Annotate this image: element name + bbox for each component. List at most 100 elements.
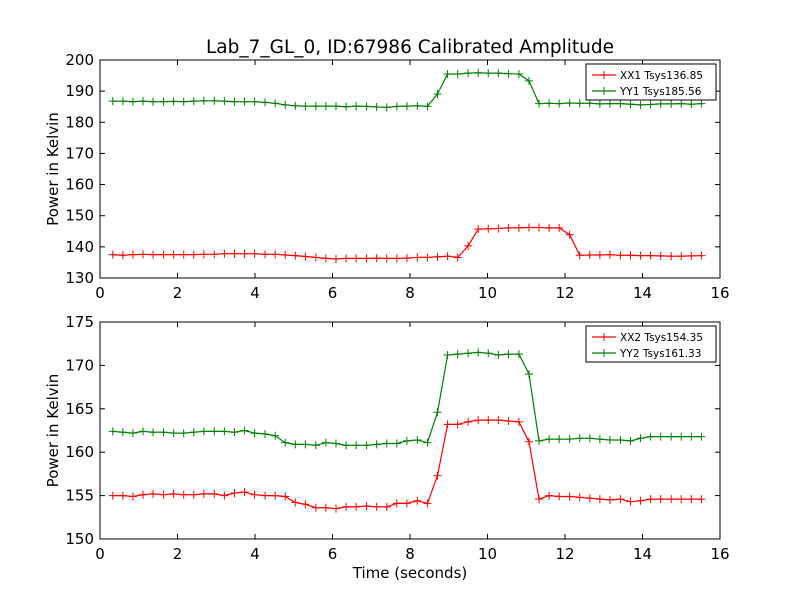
data-point [199,250,208,259]
data-point [656,495,665,504]
data-point [311,253,320,262]
x-tick-label: 16 [710,284,729,302]
data-point [291,101,300,110]
data-point [524,76,533,85]
x-tick-label: 6 [328,284,338,302]
x-tick-label: 10 [478,284,497,302]
x-tick-label: 2 [173,284,183,302]
data-point [494,416,503,425]
data-point [636,434,645,443]
data-point [199,489,208,498]
x-tick-label: 0 [95,545,105,563]
data-point [139,490,148,499]
data-point [342,502,351,511]
data-point [524,370,533,379]
data-point [240,249,249,258]
data-point [585,250,594,259]
data-point [128,250,137,259]
data-point [697,495,706,504]
data-point [301,252,310,261]
legend-box [585,325,717,363]
y-tick-label: 165 [65,400,94,418]
data-point [291,251,300,260]
data-point [453,420,462,429]
data-point [504,350,513,359]
data-point [392,499,401,508]
data-point [677,99,686,108]
data-point [199,96,208,105]
data-point [423,499,432,508]
legend-label: YY2 Tsys161.33 [619,348,701,360]
data-point [402,499,411,508]
data-point [139,97,148,106]
data-point [402,102,411,111]
data-point [159,490,168,499]
data-point [301,440,310,449]
data-point [311,441,320,450]
data-point [220,249,229,258]
data-point [261,429,270,438]
data-point [149,97,158,106]
data-point [605,436,614,445]
data-point [342,102,351,111]
data-point [636,251,645,260]
x-tick-label: 4 [250,545,260,563]
data-point [331,439,340,448]
data-point [352,102,361,111]
data-point [677,252,686,261]
data-point [281,100,290,109]
data-point [494,224,503,233]
data-point [697,251,706,260]
data-point [687,251,696,260]
data-point [271,99,280,108]
data-point [250,97,259,106]
data-point [281,492,290,501]
data-point [321,503,330,512]
x-tick-label: 8 [405,284,415,302]
y-tick-label: 170 [65,144,94,162]
x-tick-label: 8 [405,545,415,563]
data-point [210,250,219,259]
data-point [362,441,371,450]
data-point [514,70,523,79]
data-point [616,251,625,260]
data-point [342,441,351,450]
data-point [565,492,574,501]
legend-marker [600,71,608,79]
data-point [464,241,473,250]
data-point [545,223,554,232]
data-point [382,103,391,112]
data-point [605,495,614,504]
data-point [230,488,239,497]
data-point [139,250,148,259]
legend-label: YY1 Tsys185.56 [619,86,702,98]
data-point [535,99,544,108]
data-point [413,436,422,445]
data-point [281,250,290,259]
data-point [453,350,462,359]
data-point [656,99,665,108]
data-point [423,253,432,262]
data-point [169,489,178,498]
data-point [555,435,564,444]
data-point [656,251,665,260]
data-point [626,251,635,260]
y-tick-label: 150 [65,530,94,548]
data-point [616,99,625,108]
data-point [240,426,249,435]
data-point [494,69,503,78]
data-point [413,101,422,110]
data-point [494,350,503,359]
x-tick-label: 0 [95,284,105,302]
data-point [565,98,574,107]
data-point [210,96,219,105]
data-point [402,436,411,445]
data-point [484,69,493,78]
x-tick-label: 14 [633,545,652,563]
data-point [474,225,483,234]
data-point [230,249,239,258]
data-point [108,427,117,436]
data-point [118,428,127,437]
legend-marker [600,349,608,357]
data-point [484,416,493,425]
